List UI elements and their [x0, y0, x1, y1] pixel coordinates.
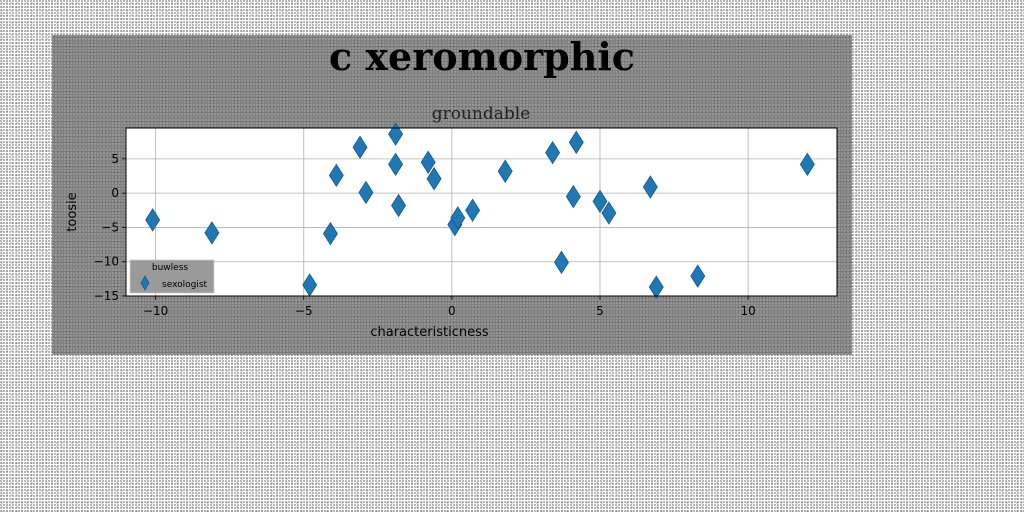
- data-point: [420, 150, 436, 175]
- data-point: [565, 184, 581, 209]
- data-point: [450, 206, 466, 230]
- legend: buwless sexologist: [129, 259, 215, 294]
- scatter-chart: groundable buwless sexologist −10 −5 0 5 10 …: [65, 104, 838, 340]
- data-point: [426, 166, 442, 191]
- data-point: [465, 198, 481, 223]
- data-point: [204, 221, 220, 245]
- plot-background: [125, 127, 838, 297]
- x-axis-label: characteristicness: [370, 325, 489, 340]
- data-point: [690, 264, 706, 288]
- y-tick-label: −10: [94, 255, 119, 269]
- data-points: [145, 122, 815, 299]
- data-point: [352, 135, 368, 159]
- legend-marker-icon: [140, 275, 150, 291]
- x-axis-ticks: −10 −5 0 5 10: [143, 296, 756, 318]
- x-tick-label: 5: [596, 304, 604, 318]
- y-tick-label: −5: [101, 220, 119, 234]
- data-point: [592, 189, 608, 214]
- y-tick-label: 5: [111, 152, 119, 166]
- x-tick-label: −10: [143, 304, 168, 318]
- data-point: [601, 201, 617, 225]
- data-point: [145, 208, 161, 232]
- y-tick-label: 0: [111, 186, 119, 200]
- data-point: [388, 152, 404, 177]
- y-tick-label: −15: [94, 289, 119, 303]
- plot-area: buwless sexologist: [125, 122, 838, 299]
- data-point: [568, 130, 584, 155]
- figure-suptitle: c xeromorphic: [329, 34, 635, 79]
- data-point: [642, 175, 658, 199]
- y-axis-ticks: 5 0 −5 −10 −15: [94, 152, 126, 303]
- legend-label: sexologist: [162, 280, 208, 290]
- legend-box: [129, 259, 215, 294]
- x-tick-label: 0: [448, 304, 456, 318]
- plot-frame: [125, 127, 838, 297]
- chart-figure: c xeromorphic groundable buwless sexolog…: [52, 35, 852, 355]
- x-tick-label: 10: [740, 304, 755, 318]
- data-point: [391, 193, 407, 218]
- data-point: [497, 159, 513, 183]
- data-point: [554, 250, 569, 275]
- data-point: [545, 140, 561, 165]
- legend-title: buwless: [152, 263, 189, 273]
- data-point: [799, 152, 815, 177]
- x-tick-label: −5: [295, 304, 313, 318]
- data-point: [328, 163, 344, 188]
- chart-title: groundable: [432, 104, 531, 124]
- data-point: [388, 122, 404, 146]
- data-point: [648, 275, 664, 299]
- data-point: [322, 221, 338, 246]
- y-axis-label: toosie: [65, 192, 80, 231]
- data-point: [358, 180, 374, 205]
